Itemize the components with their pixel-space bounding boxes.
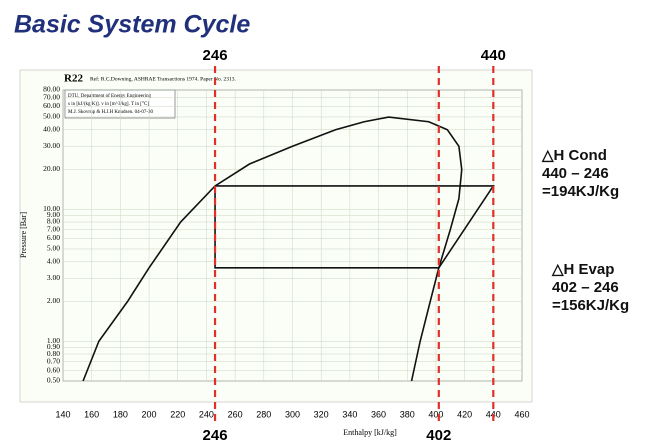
y-tick-label: 50.00 xyxy=(43,112,60,121)
chart-image xyxy=(19,69,533,403)
y-tick-label: 8.00 xyxy=(47,217,60,226)
reference-label: 246 xyxy=(203,427,228,444)
y-tick-label: 0.50 xyxy=(47,376,60,385)
y-tick-label: 0.70 xyxy=(47,356,60,365)
reference: Ref: R.C.Downing, ASHRAE Transactions 19… xyxy=(90,75,237,82)
x-tick-label: 180 xyxy=(113,409,128,419)
y-tick-label: 80.00 xyxy=(43,85,60,94)
y-tick-label: 0.60 xyxy=(47,365,60,374)
x-tick-label: 420 xyxy=(457,409,472,419)
x-tick-label: 340 xyxy=(342,409,357,419)
x-tick-label: 140 xyxy=(55,409,70,419)
y-tick-label: 10.00 xyxy=(43,204,60,213)
x-tick-label: 200 xyxy=(142,409,157,419)
x-tick-label: 240 xyxy=(199,409,214,419)
reference-label: 246 xyxy=(203,47,228,64)
y-tick-label: 0.90 xyxy=(47,342,60,351)
evap-note: 402 – 246 xyxy=(552,279,619,296)
x-tick-label: 300 xyxy=(285,409,300,419)
x-tick-label: 260 xyxy=(228,409,243,419)
curve xyxy=(82,116,463,382)
y-tick-label: 3.00 xyxy=(47,273,60,282)
y-tick-label: 0.80 xyxy=(47,349,60,358)
reference-label: 402 xyxy=(426,427,451,444)
evap-note: △H Evap xyxy=(551,261,614,278)
x-tick-label: 320 xyxy=(314,409,329,419)
x-tick-label: 220 xyxy=(170,409,185,419)
x-tick-label: 160 xyxy=(84,409,99,419)
y-tick-label: 40.00 xyxy=(43,124,60,133)
evap-note: =156KJ/Kg xyxy=(552,297,629,314)
y-tick-label: 30.00 xyxy=(43,141,60,150)
reference-label: 440 xyxy=(481,47,506,64)
x-axis-label: Enthalpy [kJ/kg] xyxy=(343,428,397,437)
x-tick-label: 460 xyxy=(514,409,529,419)
y-tick-label: 5.00 xyxy=(47,244,60,253)
y-tick-label: 20.00 xyxy=(43,164,60,173)
cond-note: =194KJ/Kg xyxy=(542,183,619,200)
y-tick-label: 70.00 xyxy=(43,92,60,101)
x-tick-label: 280 xyxy=(256,409,271,419)
chart-title: R22 xyxy=(64,73,83,85)
x-tick-label: 380 xyxy=(400,409,415,419)
y-tick-label: 1.00 xyxy=(47,336,60,345)
y-tick-label: 2.00 xyxy=(47,296,60,305)
y-tick-label: 4.00 xyxy=(47,256,60,265)
info-line: s in [kJ/(kg K)]. v in [m^3/kg]. T in [°… xyxy=(68,102,149,107)
y-tick-label: 7.00 xyxy=(47,224,60,233)
y-tick-label: 60.00 xyxy=(43,101,60,110)
cond-note: △H Cond xyxy=(541,147,607,164)
cond-note: 440 – 246 xyxy=(542,165,609,182)
slide-title: Basic System Cycle xyxy=(14,11,250,39)
y-tick-label: 9.00 xyxy=(47,210,60,219)
info-box xyxy=(64,89,176,119)
info-line: DTU, Department of Energy Engineering xyxy=(68,94,152,99)
x-tick-label: 360 xyxy=(371,409,386,419)
x-tick-label: 400 xyxy=(428,409,443,419)
info-line: M.J. Skovrup & H.J.H Knudsen. 04-07-30 xyxy=(68,110,154,115)
y-axis-label: Pressure [Bar] xyxy=(19,212,28,258)
y-tick-label: 6.00 xyxy=(47,233,60,242)
